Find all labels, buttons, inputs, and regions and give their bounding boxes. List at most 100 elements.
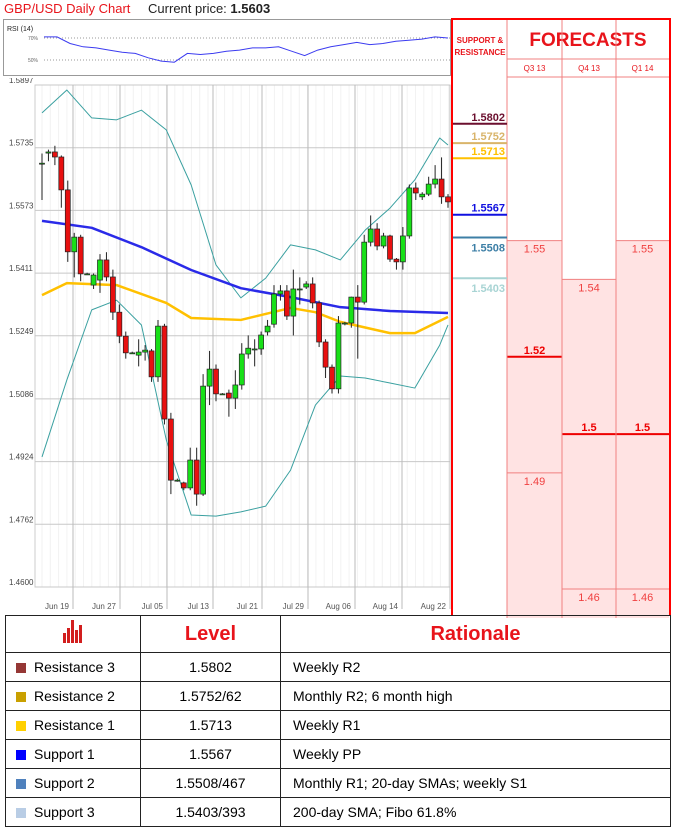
rationale-header: Rationale (280, 615, 671, 653)
sr-level-label: 1.5802 (471, 112, 505, 124)
forecast-value: 1.46 (578, 592, 599, 604)
candle (58, 155, 65, 208)
candle (425, 176, 432, 197)
candle-body (187, 459, 194, 489)
quarter-header: Q4 13 (578, 64, 600, 73)
level-value: 1.5752/62 (140, 681, 281, 711)
rsi-title: RSI (14) (7, 26, 33, 33)
candle-body (213, 368, 219, 395)
candle (419, 192, 426, 200)
candle (361, 234, 368, 305)
sr-level-label: 1.5713 (471, 146, 505, 158)
candle (296, 277, 303, 305)
candle (180, 481, 187, 491)
sr-level-label: 1.5508 (471, 243, 505, 255)
level-name-cell: Support 2 (5, 768, 141, 798)
candle (303, 281, 310, 289)
candle (238, 343, 245, 390)
candle (39, 153, 45, 200)
forecast-value: 1.55 (524, 244, 545, 256)
level-color-swatch (16, 808, 26, 818)
level-name: Resistance 2 (34, 688, 115, 704)
level-color-swatch (16, 750, 26, 760)
candle (168, 412, 174, 495)
candle-body (367, 228, 374, 243)
candle-body (45, 151, 52, 154)
candle-body (425, 183, 432, 195)
forecast-value: 1.5 (635, 422, 650, 434)
candle-body (168, 418, 174, 481)
pair-title: GBP/USD Daily Chart (4, 1, 131, 16)
x-tick-label: Jun 19 (45, 602, 70, 611)
candle-body (84, 273, 90, 276)
x-tick-label: Jul 13 (188, 602, 210, 611)
chart-title: GBP/USD Daily Chart Current price: 1.560… (4, 1, 270, 16)
level-name: Resistance 1 (34, 717, 115, 733)
candle (309, 277, 316, 309)
candle-body (116, 311, 123, 337)
table-row: Resistance 2 1.5752/62 Monthly R2; 6 mon… (5, 681, 671, 711)
candle (129, 351, 136, 355)
candle (148, 348, 155, 382)
forecast-grid: FORECASTS Q3 13 Q4 13 Q1 14 1.55 1.52 1.49 1.5… (453, 20, 669, 618)
candle (71, 232, 78, 278)
candle (135, 339, 142, 367)
rsi-line (44, 36, 449, 63)
candle (367, 215, 374, 247)
level-name: Support 3 (34, 804, 95, 820)
candle-body (110, 276, 116, 313)
level-color-swatch (16, 692, 26, 702)
level-name-cell: Resistance 1 (5, 710, 141, 740)
table-row: Support 2 1.5508/467 Monthly R1; 20-day … (5, 768, 671, 798)
candle-body (39, 162, 45, 165)
candle-body (52, 151, 58, 158)
level-name-cell: Support 3 (5, 797, 141, 827)
candle (200, 374, 206, 497)
candle-body (406, 187, 413, 237)
candle (277, 285, 284, 301)
candle-body (342, 322, 348, 325)
x-tick-label: Jul 05 (142, 602, 164, 611)
candle-body (271, 293, 277, 325)
x-tick-label: Jun 27 (92, 602, 117, 611)
candle-body (238, 353, 245, 386)
rsi-panel: RSI (14) 70% 50% (3, 19, 451, 76)
candle (64, 180, 71, 262)
candle (245, 335, 252, 359)
table-row: Support 3 1.5403/393 200-day SMA; Fibo 6… (5, 797, 671, 827)
candle-body (361, 241, 368, 303)
y-tick-label: 1.4600 (9, 578, 34, 587)
candle (284, 285, 290, 320)
candle-body (142, 349, 148, 353)
y-tick-label: 1.4924 (9, 453, 34, 462)
sr-level-label: 1.5403 (471, 283, 505, 295)
level-header: Level (140, 615, 281, 653)
candle (445, 194, 451, 208)
candle-body (90, 274, 97, 286)
yellow-sma-line (41, 281, 449, 335)
x-tick-label: Aug 06 (326, 602, 352, 611)
x-tick-label: Jul 29 (283, 602, 305, 611)
candle (348, 296, 355, 328)
level-name: Resistance 3 (34, 659, 115, 675)
level-color-swatch (16, 663, 26, 673)
candle (393, 258, 400, 270)
candle-body (264, 325, 271, 333)
candle (290, 269, 297, 336)
level-name-cell: Support 1 (5, 739, 141, 769)
y-tick-label: 1.5249 (9, 327, 34, 336)
candle (110, 269, 116, 320)
candle-body (374, 228, 380, 247)
candle (354, 285, 361, 359)
table-row: Resistance 3 1.5802 Weekly R2 (5, 652, 671, 682)
rsi-tick-50: 50% (28, 58, 39, 64)
bar-chart-icon-graphic (63, 620, 82, 643)
candle (316, 300, 322, 348)
level-color-swatch (16, 779, 26, 789)
candle (374, 223, 380, 251)
candle (45, 149, 52, 162)
candle-body (258, 334, 264, 350)
candle-body (322, 341, 329, 368)
candle (329, 364, 335, 394)
y-tick-label: 1.4762 (9, 515, 34, 524)
